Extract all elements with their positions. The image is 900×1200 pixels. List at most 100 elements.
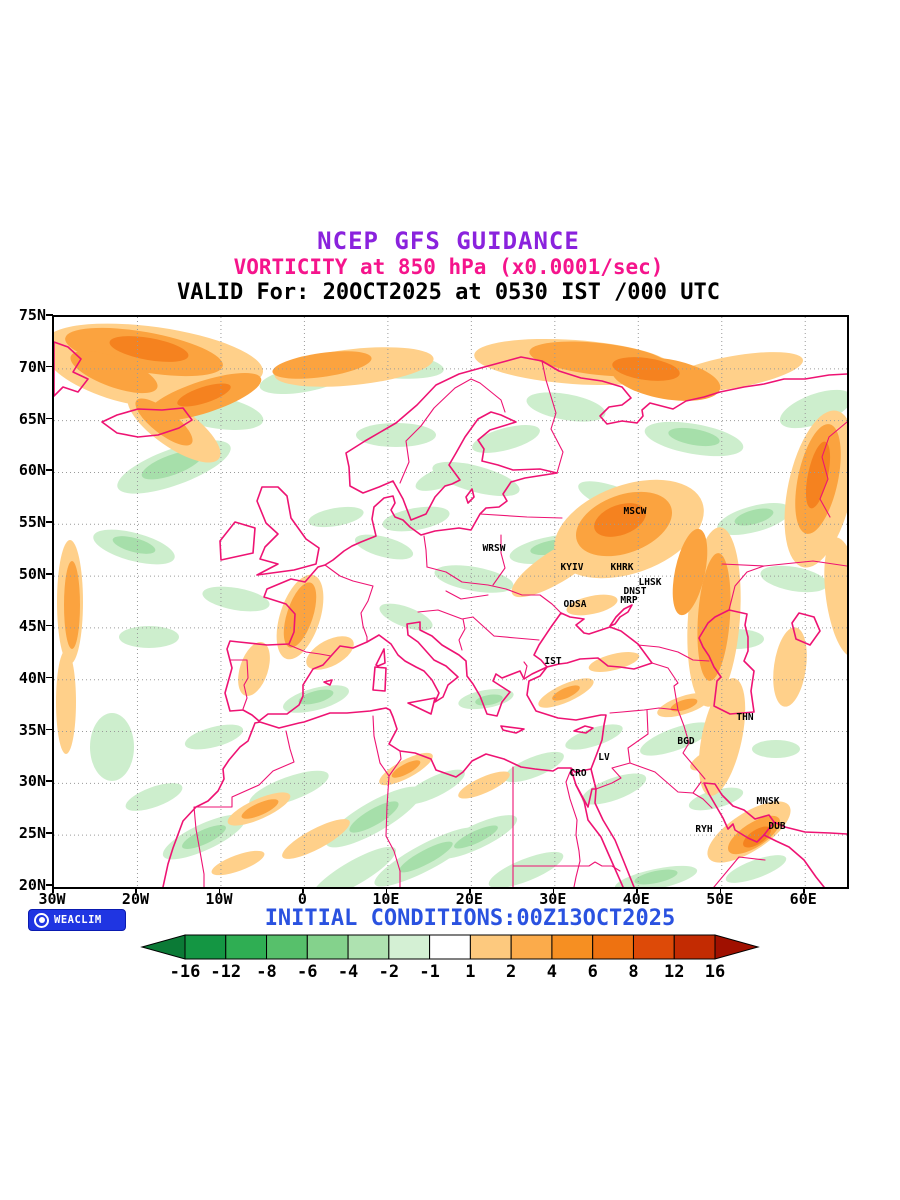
lon-tick-mark [52, 887, 54, 893]
colorbar-value-label: -6 [297, 962, 318, 982]
colorbar-segment [225, 934, 268, 960]
colorbar-segment [306, 934, 349, 960]
lat-tick-mark [46, 365, 53, 368]
colorbar-segment [592, 934, 634, 960]
city-label: ODSA [564, 599, 587, 610]
vorticity-positive-fill-layer [54, 323, 847, 876]
colorbar-value-label: 8 [628, 962, 639, 982]
lat-tick-label: 25N [18, 824, 46, 843]
lat-tick-label: 70N [18, 357, 46, 376]
map-frame: MSCW WRSW KYIV KHRK LHSK DNST MRP ODSA IST THN BGD… [52, 315, 849, 889]
colorbar-segment [140, 934, 186, 960]
lat-tick-mark [46, 884, 53, 886]
lon-tick-mark [636, 887, 638, 893]
colorbar-segment [551, 934, 594, 960]
graticule-layer [54, 317, 847, 887]
city-label: MSCW [624, 506, 647, 517]
colorbar-segment [469, 934, 512, 960]
lat-tick-mark [46, 417, 53, 420]
title-block: NCEP GFS GUIDANCE VORTICITY at 850 hPa (… [52, 228, 845, 306]
lat-tick-mark [46, 780, 53, 782]
colorbar-segment [673, 934, 716, 960]
colorbar-value-label: -8 [256, 962, 277, 982]
colorbar-value-label: 16 [704, 962, 726, 982]
lon-tick-label: 50E [706, 890, 734, 908]
lon-tick-mark [218, 887, 221, 893]
colorbar-segment [714, 934, 760, 960]
lon-tick-mark [469, 887, 471, 893]
lat-tick-label: 30N [18, 772, 46, 791]
city-label: MNSK [757, 796, 780, 807]
political-border-layer [193, 360, 847, 887]
lon-tick-label: 30E [539, 890, 567, 908]
city-label: LHSK [639, 577, 662, 588]
weaclim-logo-icon [34, 912, 49, 928]
colorbar-value-label: -16 [169, 962, 201, 982]
lat-tick-label: 65N [18, 409, 46, 428]
lat-tick-label: 60N [18, 461, 46, 480]
city-label: CRO [569, 768, 586, 779]
city-label: DUB [768, 821, 785, 832]
lon-tick-mark [135, 887, 137, 893]
colorbar-value-label: 6 [587, 962, 598, 982]
colorbar-segment [266, 934, 308, 960]
city-label: BGD [677, 736, 694, 747]
lat-tick-mark [46, 573, 53, 575]
lat-tick-label: 45N [18, 616, 46, 635]
lat-tick-mark [46, 624, 53, 627]
city-label: THN [736, 712, 753, 723]
colorbar-segment [429, 934, 471, 960]
colorbar-value-label: 4 [546, 962, 558, 982]
lat-tick-mark [46, 832, 53, 834]
city-label: WRSW [483, 543, 506, 554]
lat-tick-label: 35N [18, 720, 46, 739]
city-label: KHRK [611, 562, 634, 573]
weaclim-logo-text: WEACLIM [54, 914, 102, 926]
lon-tick-label: 20W [121, 890, 150, 908]
lat-tick-label: 40N [18, 668, 46, 687]
colorbar-value-label: -2 [378, 962, 400, 982]
lat-tick-label: 55N [18, 513, 46, 532]
colorbar-segment [388, 934, 431, 960]
lat-tick-label: 20N [18, 876, 46, 894]
colorbar-value-label: 1 [465, 962, 476, 982]
lat-tick-mark [46, 314, 53, 316]
lat-tick-mark [46, 469, 53, 471]
initial-conditions-text: INITIAL CONDITIONS:00Z13OCT2025 [264, 906, 676, 931]
lon-tick-mark [302, 887, 304, 893]
lat-tick-label: 50N [18, 565, 46, 584]
city-label: RYH [695, 824, 712, 835]
lat-tick-mark [46, 676, 53, 679]
lat-tick-mark [46, 521, 53, 523]
city-label: LV [598, 752, 610, 763]
colorbar [140, 934, 760, 960]
lon-tick-label: 20E [455, 890, 483, 908]
city-label: IST [544, 656, 561, 667]
coastline-layer [54, 341, 847, 887]
city-label: KYIV [561, 562, 584, 573]
colorbar-segment [347, 934, 390, 960]
lon-tick-mark [803, 887, 805, 893]
colorbar-value-label: 2 [506, 962, 517, 982]
lon-tick-label: 10E [372, 890, 400, 908]
lon-tick-label: 30W [38, 890, 66, 908]
lon-tick-label: 60E [789, 890, 817, 908]
lon-tick-label: 40E [622, 890, 650, 908]
colorbar-segment [632, 934, 675, 960]
lat-tick-label: 75N [18, 306, 46, 324]
lon-tick-mark [552, 887, 555, 893]
valid-time-title: VALID For: 20OCT2025 at 0530 IST /000 UT… [176, 280, 721, 305]
colorbar-value-label: 12 [663, 962, 685, 982]
model-title: NCEP GFS GUIDANCE [317, 227, 580, 255]
city-label: MRP [620, 595, 637, 606]
lon-tick-label: 0 [297, 890, 307, 908]
colorbar-segment [184, 934, 227, 960]
variable-title: VORTICITY at 850 hPa (x0.0001/sec) [233, 255, 664, 279]
colorbar-value-label: -1 [419, 962, 440, 982]
colorbar-value-label: -4 [337, 962, 359, 982]
city-label: DNST [624, 586, 647, 597]
weaclim-logo: WEACLIM [28, 909, 126, 931]
lon-tick-label: 10W [205, 890, 233, 908]
